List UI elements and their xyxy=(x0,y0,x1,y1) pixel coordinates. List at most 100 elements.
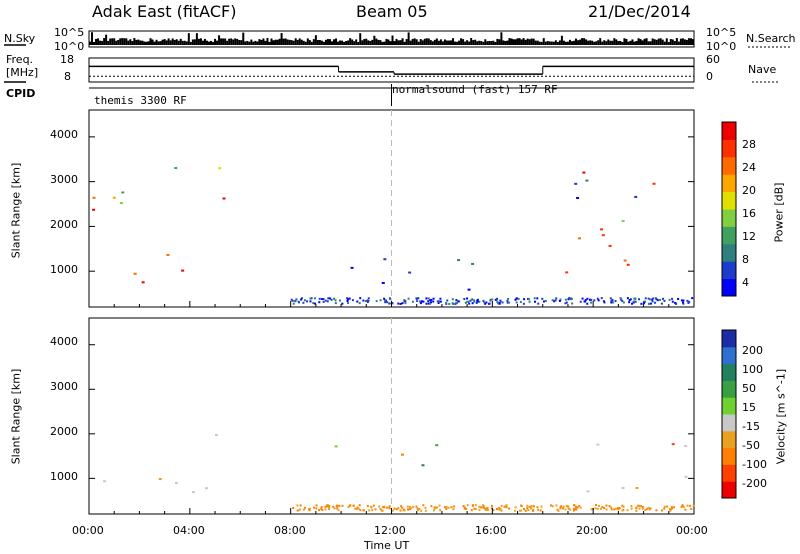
noise-sky-bar xyxy=(419,39,422,45)
power-ytick-3000: 3000 xyxy=(50,173,78,186)
power-ground-cell xyxy=(687,301,690,304)
vel-cbar-tick-m200: -200 xyxy=(742,477,767,490)
power-cell xyxy=(578,237,582,240)
noise-sky-bar xyxy=(548,41,551,45)
noise-sky-bar xyxy=(143,41,146,45)
power-ground-cell xyxy=(300,297,303,300)
velocity-ground-cell xyxy=(572,509,575,512)
power-ground-cell xyxy=(652,297,655,300)
power-ground-cell xyxy=(425,302,428,305)
velocity-ground-cell xyxy=(424,506,427,509)
noise-sky-bar xyxy=(280,33,283,45)
power-ground-cell xyxy=(457,300,460,303)
power-cell xyxy=(574,182,578,185)
power-ground-cell xyxy=(383,299,386,302)
power-ground-cell xyxy=(517,297,520,300)
noise-sky-bar xyxy=(659,38,662,45)
power-cell xyxy=(112,196,116,199)
noise-sky-bar xyxy=(381,41,384,45)
noise-sky-bar xyxy=(611,40,614,45)
power-ground-cell xyxy=(564,302,567,305)
noise-sky-bar xyxy=(123,38,126,45)
noise-sky-bar xyxy=(131,41,134,45)
noise-sky-bar xyxy=(423,38,426,45)
velocity-ground-cell xyxy=(315,504,318,507)
power-ground-cell xyxy=(647,302,650,305)
noise-sky-bar xyxy=(322,41,325,45)
velocity-ground-cell xyxy=(692,504,695,507)
noise-sky-bar xyxy=(413,38,416,45)
noise-sky-bar xyxy=(681,38,684,45)
velocity-ground-cell xyxy=(572,507,575,510)
noise-sky-bar xyxy=(685,39,688,45)
power-ground-cell xyxy=(364,300,367,303)
noise-sky-bar xyxy=(683,39,686,45)
velocity-ground-cell xyxy=(371,509,374,512)
velocity-ground-cell xyxy=(663,505,666,508)
power-ground-cell xyxy=(590,301,593,304)
power-ground-cell xyxy=(583,300,586,303)
noise-sky-bar xyxy=(466,40,469,45)
velocity-ground-cell xyxy=(328,508,331,511)
power-ground-cell xyxy=(555,297,558,300)
velocity-ground-cell xyxy=(403,509,406,512)
velocity-ground-cell xyxy=(567,507,570,510)
velocity-ground-cell xyxy=(539,509,542,512)
velocity-ground-cell xyxy=(324,508,327,511)
noise-sky-bar xyxy=(454,41,457,45)
velocity-ground-cell xyxy=(418,507,421,510)
power-ytick-4000: 4000 xyxy=(50,128,78,141)
power-cell xyxy=(576,196,580,199)
noise-sky-bar xyxy=(663,41,666,45)
noise-sky-bar xyxy=(615,39,618,45)
power-ground-cell xyxy=(671,297,674,300)
velocity-ground-cell xyxy=(355,507,358,510)
power-ground-cell xyxy=(348,297,351,300)
power-ground-cell xyxy=(318,297,321,300)
velocity-ground-cell xyxy=(655,509,658,512)
noise-sky-bar xyxy=(125,38,128,45)
noise-sky-bar xyxy=(623,38,626,45)
noise-sky-bar xyxy=(312,39,315,45)
noise-sky-bar xyxy=(347,40,350,45)
noise-sky-bar xyxy=(575,38,578,45)
noise-sky-bar xyxy=(254,40,257,45)
noise-sky-bar xyxy=(121,38,124,45)
velocity-ground-cell xyxy=(556,508,559,511)
power-ground-cell xyxy=(628,299,631,302)
power-ground-cell xyxy=(455,301,458,304)
noise-sky-bar xyxy=(193,39,196,45)
power-ground-cell xyxy=(498,301,501,304)
noise-sky-bar xyxy=(109,38,112,45)
power-ground-cell xyxy=(590,298,593,301)
power-ground-cell xyxy=(570,297,573,300)
power-ground-cell xyxy=(341,302,344,305)
power-cbar-tick-20: 20 xyxy=(742,184,756,197)
noise-sky-bar xyxy=(149,38,152,45)
xtick-3: 12:00 xyxy=(374,524,406,537)
noise-sky-bar xyxy=(651,38,654,45)
noise-sky-bar xyxy=(187,33,190,45)
velocity-cell xyxy=(671,443,675,446)
vel-cbar-tick-15: 15 xyxy=(742,401,756,414)
noise-sky-bar xyxy=(671,39,674,45)
power-cbar-label: Power [dB] xyxy=(772,182,786,243)
noise-sky-bar xyxy=(328,39,331,45)
xtick-1: 04:00 xyxy=(173,524,205,537)
power-ground-cell xyxy=(680,299,683,302)
noise-sky-bar xyxy=(210,40,212,45)
noise-sky-bar xyxy=(246,40,249,45)
noise-sky-bar xyxy=(657,38,660,45)
power-ground-cell xyxy=(397,302,400,305)
noise-sky-bar xyxy=(107,40,110,45)
noise-sky-bar xyxy=(361,40,364,45)
noise-sky-bar xyxy=(667,41,670,45)
power-ground-cell xyxy=(533,297,536,300)
noise-sky-bar xyxy=(486,41,489,45)
noise-sky-bar xyxy=(355,39,358,45)
noise-sky-bar xyxy=(474,39,477,45)
velocity-ground-cell xyxy=(388,505,391,508)
noise-sky-bar xyxy=(171,38,174,45)
power-ground-cell xyxy=(537,302,540,305)
velocity-ground-cell xyxy=(379,507,382,510)
